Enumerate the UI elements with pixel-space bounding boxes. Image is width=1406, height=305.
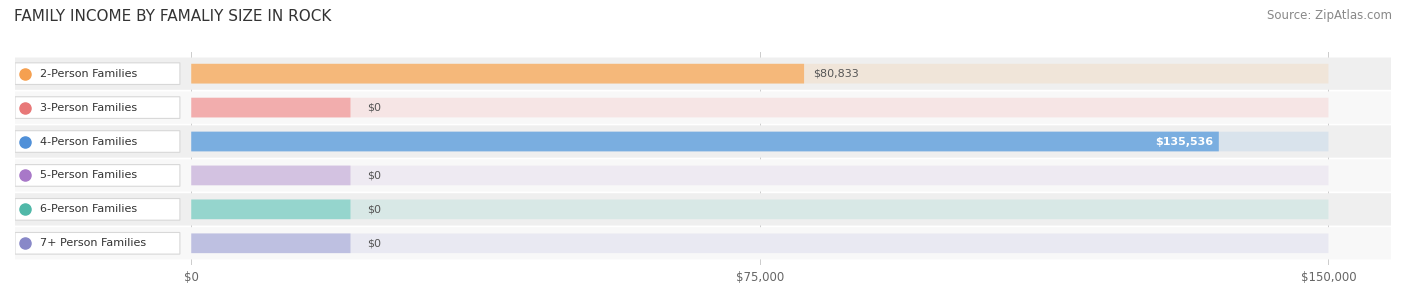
FancyBboxPatch shape bbox=[15, 232, 180, 254]
FancyBboxPatch shape bbox=[191, 98, 350, 117]
Text: 4-Person Families: 4-Person Families bbox=[39, 137, 138, 146]
Text: 3-Person Families: 3-Person Families bbox=[39, 102, 138, 113]
FancyBboxPatch shape bbox=[15, 63, 180, 84]
FancyBboxPatch shape bbox=[191, 199, 350, 219]
Text: $0: $0 bbox=[367, 170, 381, 181]
FancyBboxPatch shape bbox=[15, 227, 1391, 260]
FancyBboxPatch shape bbox=[191, 132, 1219, 151]
Text: 6-Person Families: 6-Person Families bbox=[39, 204, 138, 214]
Text: Source: ZipAtlas.com: Source: ZipAtlas.com bbox=[1267, 9, 1392, 22]
FancyBboxPatch shape bbox=[191, 166, 350, 185]
Text: $135,536: $135,536 bbox=[1154, 137, 1213, 146]
Text: 2-Person Families: 2-Person Families bbox=[39, 69, 138, 79]
FancyBboxPatch shape bbox=[191, 166, 1329, 185]
FancyBboxPatch shape bbox=[15, 131, 180, 152]
FancyBboxPatch shape bbox=[191, 233, 1329, 253]
Text: $0: $0 bbox=[367, 238, 381, 248]
FancyBboxPatch shape bbox=[191, 98, 1329, 117]
FancyBboxPatch shape bbox=[191, 64, 804, 84]
FancyBboxPatch shape bbox=[191, 132, 1329, 151]
FancyBboxPatch shape bbox=[15, 199, 180, 220]
Text: $80,833: $80,833 bbox=[813, 69, 859, 79]
FancyBboxPatch shape bbox=[15, 193, 1391, 225]
FancyBboxPatch shape bbox=[15, 165, 180, 186]
FancyBboxPatch shape bbox=[15, 97, 180, 118]
FancyBboxPatch shape bbox=[191, 233, 350, 253]
FancyBboxPatch shape bbox=[191, 199, 1329, 219]
Text: $0: $0 bbox=[367, 102, 381, 113]
Text: 7+ Person Families: 7+ Person Families bbox=[39, 238, 146, 248]
FancyBboxPatch shape bbox=[191, 64, 1329, 84]
FancyBboxPatch shape bbox=[15, 58, 1391, 90]
Text: 5-Person Families: 5-Person Families bbox=[39, 170, 138, 181]
FancyBboxPatch shape bbox=[15, 125, 1391, 158]
Text: FAMILY INCOME BY FAMALIY SIZE IN ROCK: FAMILY INCOME BY FAMALIY SIZE IN ROCK bbox=[14, 9, 332, 24]
FancyBboxPatch shape bbox=[15, 159, 1391, 192]
Text: $0: $0 bbox=[367, 204, 381, 214]
FancyBboxPatch shape bbox=[15, 92, 1391, 124]
